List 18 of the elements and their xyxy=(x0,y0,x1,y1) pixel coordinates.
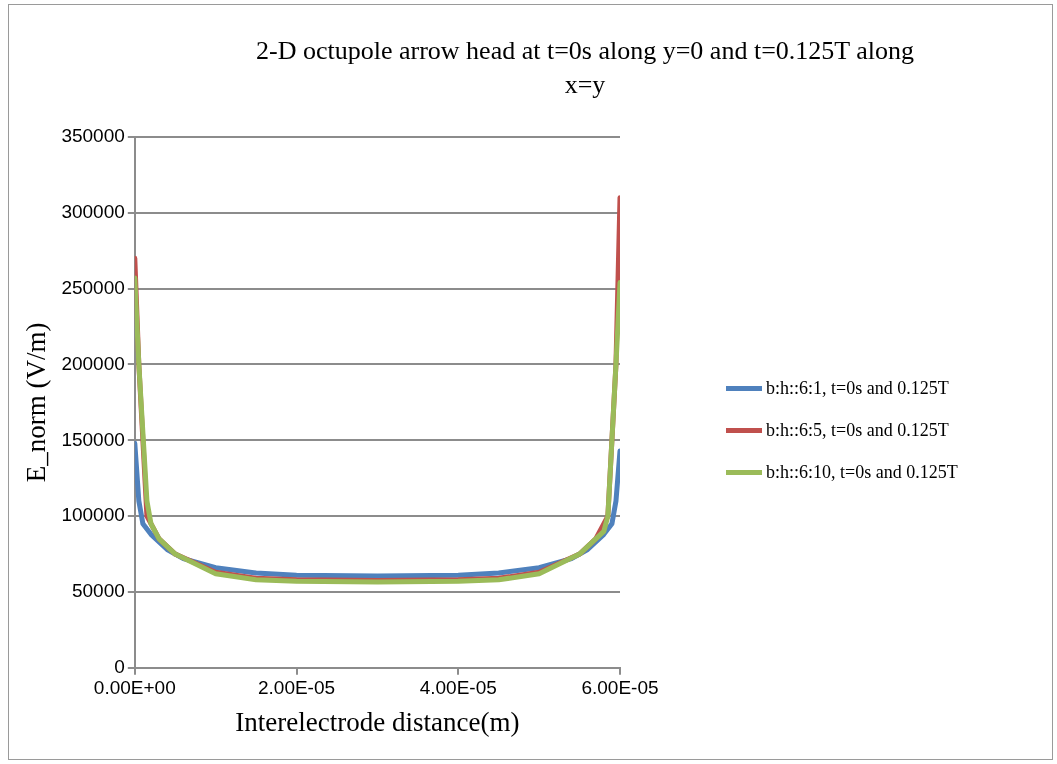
y-tick-label: 0 xyxy=(114,656,125,678)
y-axis-title: E_norm (V/m) xyxy=(21,322,52,483)
y-tick-label: 250000 xyxy=(61,276,125,298)
y-tick-label: 150000 xyxy=(61,428,125,450)
x-tick-label: 6.00E-05 xyxy=(581,677,659,699)
x-axis-title: Interelectrode distance(m) xyxy=(235,706,520,737)
x-tick-label: 0.00E+00 xyxy=(93,677,176,699)
x-tick-label: 4.00E-05 xyxy=(419,677,497,699)
y-tick-label: 50000 xyxy=(71,580,125,602)
legend-label: b:h::6:1, t=0s and 0.125T xyxy=(766,377,949,399)
y-tick-label: 350000 xyxy=(61,125,125,147)
legend-label: b:h::6:5, t=0s and 0.125T xyxy=(766,419,949,441)
y-tick-label: 200000 xyxy=(61,352,125,374)
legend-label: b:h::6:10, t=0s and 0.125T xyxy=(766,461,958,483)
x-tick-label: 2.00E-05 xyxy=(257,677,336,699)
y-tick-label: 300000 xyxy=(61,201,125,223)
chart-title: 2-D octupole arrow head at t=0s along y=0 and t=0.125T along x=y xyxy=(255,35,915,101)
y-tick-label: 100000 xyxy=(61,504,125,526)
